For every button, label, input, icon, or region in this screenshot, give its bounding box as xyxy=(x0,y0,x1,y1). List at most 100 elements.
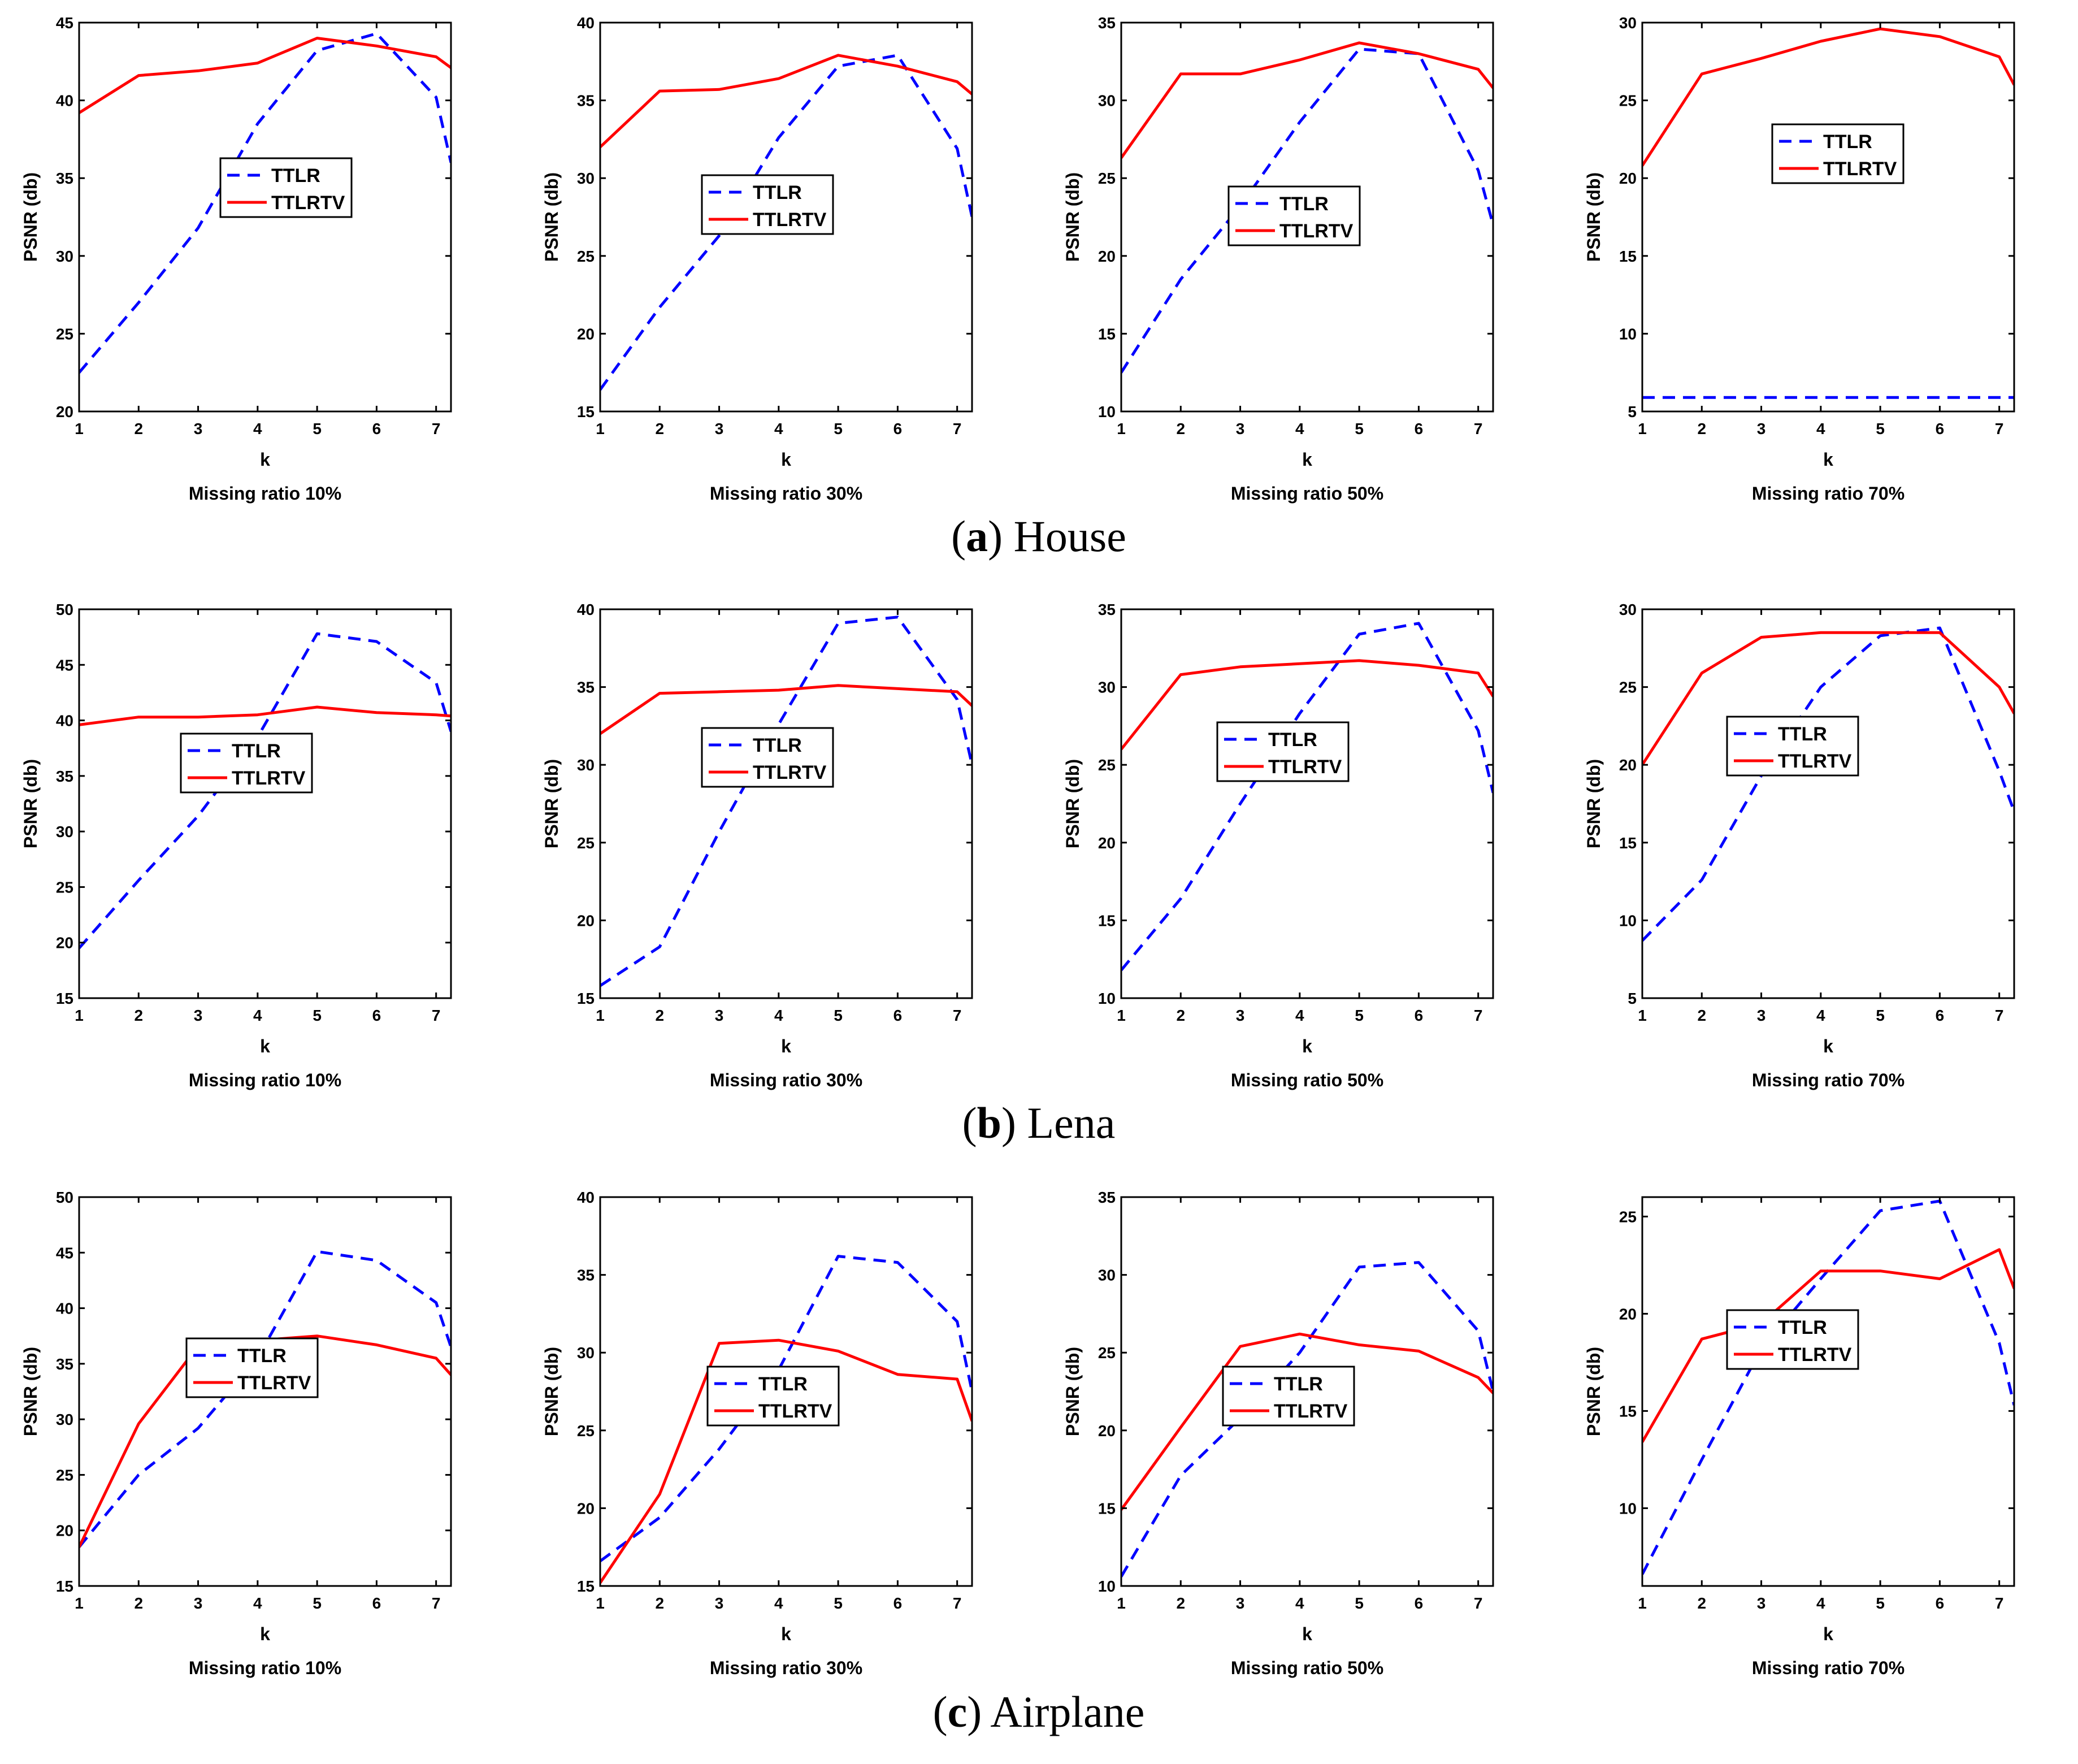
y-tick-label: 35 xyxy=(1098,14,1116,32)
x-tick-label: 7 xyxy=(1474,1594,1483,1612)
legend-box xyxy=(219,157,353,218)
chart-panel: 1 2 3 4 5 6 7 10 15 20 25 30 35 k Missing ratio 50% PSN… xyxy=(1062,1189,1494,1678)
y-tick-label: 10 xyxy=(1619,325,1637,343)
x-tick-label: 5 xyxy=(1876,420,1885,437)
y-tick-label: 45 xyxy=(56,14,73,32)
legend-box xyxy=(1227,185,1361,246)
y-tick-label: 25 xyxy=(1098,1344,1116,1362)
legend-label-ttlr: TTLR xyxy=(232,740,281,762)
y-tick-label: 40 xyxy=(577,601,595,618)
y-tick-label: 20 xyxy=(1619,756,1637,774)
y-tick-label: 30 xyxy=(56,248,73,265)
series-line-ttlrtv xyxy=(1121,659,1493,751)
legend-box xyxy=(1771,123,1905,184)
y-tick-label: 25 xyxy=(56,878,73,896)
y-tick-label: 20 xyxy=(1098,1422,1116,1440)
y-axis-label: PSNR (db) xyxy=(20,759,41,848)
series-line-ttlr xyxy=(79,32,451,374)
y-axis-label: PSNR (db) xyxy=(541,1347,562,1436)
y-tick-label: 20 xyxy=(1619,1305,1637,1323)
legend-label-ttlr: TTLR xyxy=(1778,1317,1827,1338)
y-tick-label: 30 xyxy=(577,756,595,774)
panel-subtitle: Missing ratio 10% xyxy=(189,1658,341,1678)
x-tick-label: 2 xyxy=(655,420,664,437)
panel-subtitle: Missing ratio 10% xyxy=(189,1070,341,1090)
plot-area xyxy=(1120,21,1494,413)
y-tick-label: 15 xyxy=(1619,248,1637,265)
x-tick-label: 6 xyxy=(1936,420,1945,437)
legend-label-ttlr: TTLR xyxy=(1268,729,1317,751)
plot-area xyxy=(1641,21,2015,413)
y-tick-label: 20 xyxy=(577,1499,595,1517)
x-tick-label: 5 xyxy=(1355,1007,1364,1024)
x-tick-label: 1 xyxy=(1117,420,1126,437)
y-tick-label: 25 xyxy=(1098,170,1116,187)
series-line-ttlrtv xyxy=(1121,1332,1493,1511)
panel-subtitle: Missing ratio 50% xyxy=(1231,1070,1383,1090)
y-tick-label: 15 xyxy=(577,403,595,421)
x-tick-label: 3 xyxy=(715,1594,724,1612)
legend-label-ttlrtv: TTLRTV xyxy=(753,762,827,783)
x-axis-label: k xyxy=(1302,449,1312,470)
y-tick-label: 40 xyxy=(577,1189,595,1206)
y-tick-label: 10 xyxy=(1098,403,1116,421)
y-tick-label: 45 xyxy=(56,1244,73,1262)
series-line-ttlr xyxy=(1121,622,1493,972)
legend-label-ttlrtv: TTLRTV xyxy=(237,1372,311,1394)
y-tick-label: 15 xyxy=(1619,1402,1637,1420)
y-tick-label: 25 xyxy=(56,1466,73,1484)
chart-panel: 1 2 3 4 5 6 7 10 15 20 25 30 35 k Missing ratio 50% PSN… xyxy=(1062,601,1494,1090)
y-axis-label: PSNR (db) xyxy=(1062,759,1083,848)
chart-panel: 1 2 3 4 5 6 7 10 15 20 25 30 35 k Missing ratio 50% PSN… xyxy=(1062,14,1494,504)
y-tick-label: 10 xyxy=(1098,1577,1116,1595)
y-tick-label: 25 xyxy=(577,248,595,265)
y-tick-label: 40 xyxy=(56,712,73,730)
x-tick-label: 5 xyxy=(313,420,322,437)
x-tick-label: 4 xyxy=(253,420,262,437)
x-tick-label: 7 xyxy=(432,1594,441,1612)
panel-subtitle: Missing ratio 30% xyxy=(710,1070,862,1090)
legend-label-ttlr: TTLR xyxy=(753,735,802,756)
y-tick-label: 20 xyxy=(1098,248,1116,265)
x-tick-label: 5 xyxy=(313,1594,322,1612)
x-tick-label: 3 xyxy=(194,420,203,437)
y-tick-label: 15 xyxy=(56,1577,73,1595)
x-tick-label: 1 xyxy=(1117,1594,1126,1612)
x-tick-label: 7 xyxy=(1474,1007,1483,1024)
y-tick-label: 25 xyxy=(56,325,73,343)
y-tick-label: 30 xyxy=(56,823,73,840)
x-axis-label: k xyxy=(781,449,791,470)
x-tick-label: 7 xyxy=(953,1594,962,1612)
panel-subtitle: Missing ratio 70% xyxy=(1752,483,1905,504)
y-tick-label: 5 xyxy=(1628,990,1637,1007)
x-tick-label: 1 xyxy=(1638,1594,1647,1612)
row-caption: (a) House xyxy=(951,512,1126,561)
series-line-ttlr xyxy=(600,616,972,987)
panel-subtitle: Missing ratio 70% xyxy=(1752,1658,1905,1678)
x-tick-label: 4 xyxy=(1816,420,1825,437)
x-tick-label: 6 xyxy=(893,1007,903,1024)
x-tick-label: 4 xyxy=(253,1594,262,1612)
series-line-ttlrtv xyxy=(1642,1248,2014,1443)
x-tick-label: 1 xyxy=(75,420,84,437)
y-tick-label: 30 xyxy=(1619,601,1637,618)
x-tick-label: 3 xyxy=(1236,420,1245,437)
x-axis-label: k xyxy=(260,1624,270,1644)
plot-area xyxy=(599,608,973,999)
x-axis-label: k xyxy=(1823,1624,1833,1644)
x-tick-label: 4 xyxy=(774,1007,783,1024)
legend-box xyxy=(1726,1309,1859,1370)
y-tick-label: 30 xyxy=(577,1344,595,1362)
y-tick-label: 50 xyxy=(56,1189,73,1206)
x-tick-label: 2 xyxy=(134,420,143,437)
series-line-ttlr xyxy=(79,1250,451,1548)
panel-subtitle: Missing ratio 10% xyxy=(189,483,341,504)
y-axis-label: PSNR (db) xyxy=(541,759,562,848)
x-tick-label: 6 xyxy=(893,420,903,437)
plot-area xyxy=(1120,608,1494,999)
x-axis-label: k xyxy=(1302,1624,1312,1644)
x-tick-label: 2 xyxy=(655,1594,664,1612)
y-tick-label: 15 xyxy=(1098,325,1116,343)
series-line-ttlrtv xyxy=(600,54,972,149)
x-axis-label: k xyxy=(781,1036,791,1056)
